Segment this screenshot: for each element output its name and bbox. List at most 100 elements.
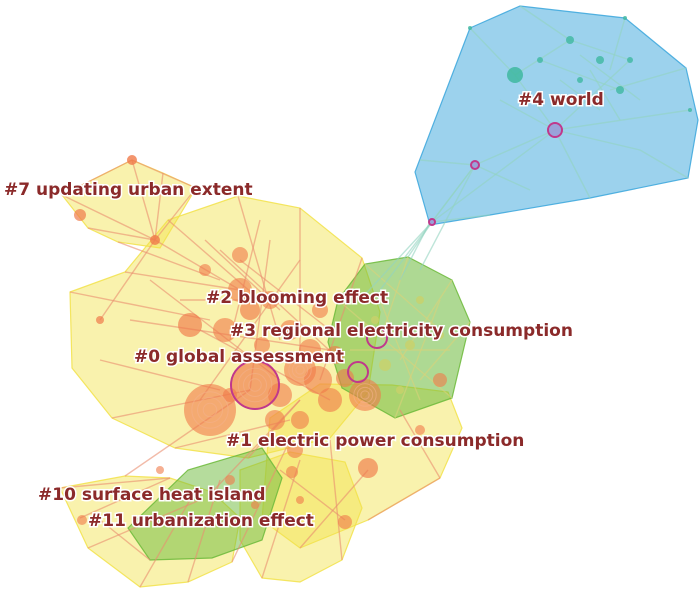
network-node xyxy=(228,278,252,302)
network-node xyxy=(291,411,309,429)
network-edge xyxy=(99,359,221,391)
network-edge xyxy=(124,271,241,291)
network-edge xyxy=(187,479,221,583)
network-edge xyxy=(87,227,156,241)
network-edge xyxy=(399,409,441,479)
network-edge xyxy=(469,27,516,76)
network-edge xyxy=(431,129,556,223)
network-edge xyxy=(61,194,156,241)
network-edge xyxy=(514,39,571,76)
node-ring xyxy=(295,365,305,375)
network-edge xyxy=(379,256,409,341)
network-edge xyxy=(154,172,164,241)
network-edges xyxy=(59,5,691,588)
network-node xyxy=(127,155,137,165)
network-edge xyxy=(237,195,281,341)
node-ring xyxy=(288,358,312,382)
network-node xyxy=(251,501,259,509)
network-node xyxy=(468,26,472,30)
network-edge xyxy=(419,164,476,271)
node-ring xyxy=(242,372,268,398)
network-node xyxy=(396,386,404,394)
network-edge xyxy=(367,477,441,521)
network-node xyxy=(416,296,424,304)
network-node xyxy=(358,458,378,478)
network-edge xyxy=(589,69,621,121)
network-edge xyxy=(609,17,626,71)
network-edge xyxy=(359,221,433,301)
network-edge xyxy=(154,187,197,241)
network-node xyxy=(199,264,211,276)
network-edge xyxy=(554,59,631,131)
network-edge xyxy=(559,79,601,111)
cluster-label-0: #0 global assessment xyxy=(134,347,344,367)
network-edge xyxy=(79,477,171,519)
network-node xyxy=(178,313,202,337)
network-edge xyxy=(474,164,531,191)
network-node xyxy=(96,316,104,324)
cluster-label-10: #10 surface heat island xyxy=(38,485,265,505)
network-edge xyxy=(219,249,341,361)
network-edge xyxy=(131,159,156,241)
network-edge xyxy=(299,469,369,549)
node-ring xyxy=(353,383,377,407)
network-edge xyxy=(199,259,301,401)
network-node xyxy=(74,209,86,221)
network-node xyxy=(627,57,633,63)
network-node xyxy=(507,67,523,83)
network-node xyxy=(261,291,279,309)
network-edge xyxy=(154,239,241,291)
network-edge xyxy=(364,263,441,331)
network-node xyxy=(433,373,447,387)
node-ring xyxy=(202,402,218,418)
network-edge xyxy=(419,159,476,166)
network-node xyxy=(537,57,543,63)
network-node xyxy=(223,388,237,402)
network-node xyxy=(265,410,285,430)
network-edge xyxy=(319,257,363,381)
network-edge xyxy=(519,5,571,41)
network-edge xyxy=(87,499,201,549)
cluster-label-3: #3 regional electricity consumption xyxy=(230,321,573,341)
network-edge xyxy=(279,469,346,521)
network-node xyxy=(566,36,574,44)
network-edge xyxy=(394,299,441,419)
network-edge xyxy=(139,499,191,588)
network-node xyxy=(371,316,379,324)
network-node xyxy=(304,366,332,394)
network-edge xyxy=(131,159,197,189)
network-node xyxy=(240,300,260,320)
network-node xyxy=(623,16,627,20)
network-edge xyxy=(609,67,687,91)
network-node xyxy=(232,247,248,263)
network-edge xyxy=(59,477,171,489)
network-edge xyxy=(419,321,471,381)
network-edge xyxy=(554,109,691,131)
network-node xyxy=(77,515,87,525)
cluster-label-4: #4 world xyxy=(518,90,604,110)
cluster-label-11: #11 urbanization effect xyxy=(88,511,314,531)
network-node xyxy=(312,302,328,318)
network-node xyxy=(296,496,304,504)
network-node xyxy=(156,466,164,474)
node-ring xyxy=(291,361,309,379)
network-node xyxy=(549,124,561,136)
network-node xyxy=(336,369,354,387)
burst-ring xyxy=(470,160,480,170)
node-ring xyxy=(237,367,273,403)
burst-ring xyxy=(428,218,436,226)
node-ring xyxy=(356,386,374,404)
cluster-label-1: #1 electric power consumption xyxy=(226,431,524,451)
network-edge xyxy=(431,214,491,223)
burst-ring xyxy=(347,361,369,383)
network-node xyxy=(379,359,391,371)
network-edge xyxy=(639,149,689,179)
network-edge xyxy=(99,519,151,561)
cluster-label-7: #7 updating urban extent xyxy=(4,180,253,200)
network-node xyxy=(577,77,583,83)
network-node xyxy=(287,442,303,458)
network-edge xyxy=(431,164,476,223)
network-node xyxy=(616,86,624,94)
node-ring xyxy=(191,391,229,429)
